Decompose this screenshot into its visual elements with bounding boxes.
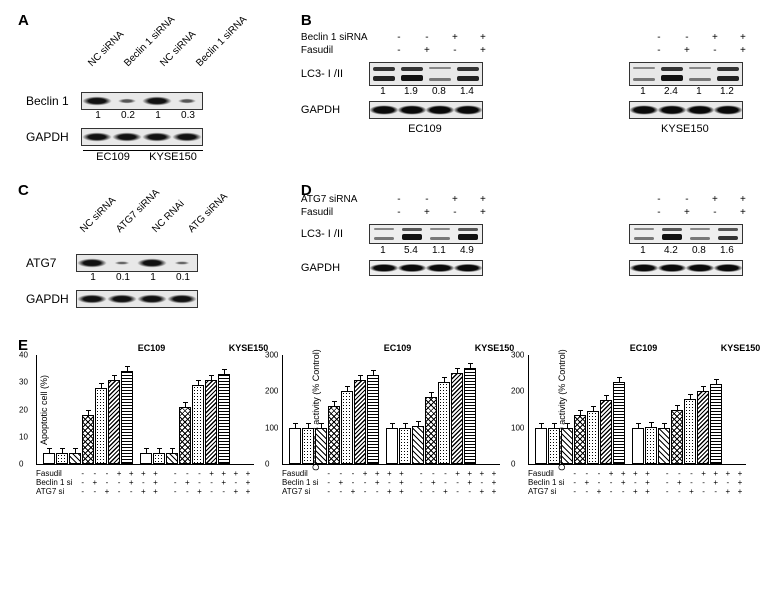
protein-label: GAPDH [26, 130, 81, 144]
bar [140, 453, 152, 464]
quant: 0.1 [168, 272, 198, 283]
lane-label: NC siRNA [158, 40, 187, 69]
lane-label: NC siRNA [86, 40, 115, 69]
bar [289, 428, 301, 464]
blot-gapdh [76, 290, 198, 308]
bar-chart: Caspase-3 activity (% Control)0100200300… [282, 355, 500, 496]
bar [632, 428, 644, 464]
quant: 1 [138, 272, 168, 283]
bar [451, 373, 463, 464]
bar [658, 428, 670, 464]
bar [367, 375, 379, 464]
bar [684, 399, 696, 464]
bar [108, 380, 120, 464]
bar [697, 391, 709, 464]
protein-label: GAPDH [26, 292, 76, 306]
panel-a: A NC siRNA Beclin 1 siRNA NC siRNA Becli… [18, 12, 291, 182]
cell-label: EC109 [83, 150, 143, 163]
panel-b: B Beclin 1 siRNA --++ Fasudil -+-+ LC3- … [301, 12, 759, 182]
protein-label: GAPDH [301, 262, 369, 274]
bar [121, 371, 133, 464]
cond-label: Fasudil [301, 45, 385, 56]
quant: 0.2 [113, 110, 143, 121]
lane-label: ATG siRNA [186, 206, 215, 235]
cond-label: Beclin 1 siRNA [301, 32, 385, 43]
cell-label: KYSE150 [143, 150, 203, 163]
lane-label: Beclin 1 siRNA [194, 40, 223, 69]
bar [315, 428, 327, 464]
quant: 1 [83, 110, 113, 121]
blot-lc3 [369, 224, 483, 244]
lane-label: ATG7 siRNA [114, 206, 143, 235]
bar [192, 385, 204, 464]
quant: 0.1 [108, 272, 138, 283]
bar [535, 428, 547, 464]
bar [587, 411, 599, 464]
blot-gapdh [369, 101, 483, 119]
bar-chart: Caspase-9 activity (% Control)0100200300… [528, 355, 746, 496]
protein-label: LC3- I /II [301, 228, 369, 240]
bar [671, 410, 683, 465]
panel-d: D ATG7 siRNA --++ Fasudil -+-+ LC3- I /I… [301, 182, 759, 332]
panel-c: C NC siRNA ATG7 siRNA NC RNAi ATG siRNA … [18, 182, 291, 332]
bar [561, 428, 573, 464]
bar [218, 374, 230, 464]
bar [464, 368, 476, 464]
lane-label: NC RNAi [150, 206, 179, 235]
panel-letter-b: B [301, 12, 312, 29]
cell-label: EC109 [369, 123, 481, 135]
bar [425, 397, 437, 464]
bar [205, 380, 217, 464]
blot-gapdh [369, 260, 483, 276]
blot-gapdh [629, 101, 743, 119]
panel-e: E Apoptotic cell (%)010203040EC109KYSE15… [18, 337, 758, 532]
bar [548, 428, 560, 464]
blot-lc3 [629, 62, 743, 86]
quant: 0.3 [173, 110, 203, 121]
cond-label: Fasudil [301, 207, 385, 218]
blot-gapdh [81, 128, 203, 146]
cond-label: ATG7 siRNA [301, 194, 385, 205]
blot-atg7 [76, 254, 198, 272]
bar [56, 453, 68, 464]
panel-letter-a: A [18, 12, 29, 29]
bar [354, 380, 366, 464]
blot-beclin1 [81, 92, 203, 110]
bar [399, 428, 411, 464]
bar [645, 427, 657, 464]
protein-label: LC3- I /II [301, 68, 369, 80]
protein-label: ATG7 [26, 256, 76, 270]
bar [82, 415, 94, 464]
bar [69, 453, 81, 464]
bar [43, 453, 55, 464]
bar [302, 428, 314, 464]
bar [95, 388, 107, 464]
protein-label: GAPDH [301, 104, 369, 116]
panel-letter-c: C [18, 182, 29, 199]
cell-label: KYSE150 [629, 123, 741, 135]
bar [153, 453, 165, 464]
bar [613, 382, 625, 464]
bar [386, 428, 398, 464]
quant: 1 [143, 110, 173, 121]
bar-chart: Apoptotic cell (%)010203040EC109KYSE150F… [36, 355, 254, 496]
lane-label: Beclin 1 siRNA [122, 40, 151, 69]
bar [412, 426, 424, 464]
lane-label: NC siRNA [78, 206, 107, 235]
y-axis-label: Apoptotic cell (%) [39, 374, 49, 444]
bar [328, 406, 340, 464]
blot-gapdh [629, 260, 743, 276]
bar [710, 384, 722, 464]
bar [166, 453, 178, 464]
blot-lc3 [369, 62, 483, 86]
quant: 1 [78, 272, 108, 283]
bar [179, 407, 191, 464]
bar [438, 382, 450, 464]
bar [574, 415, 586, 464]
bar [600, 400, 612, 464]
blot-lc3 [629, 224, 743, 244]
bar [341, 391, 353, 464]
protein-label: Beclin 1 [26, 94, 81, 108]
